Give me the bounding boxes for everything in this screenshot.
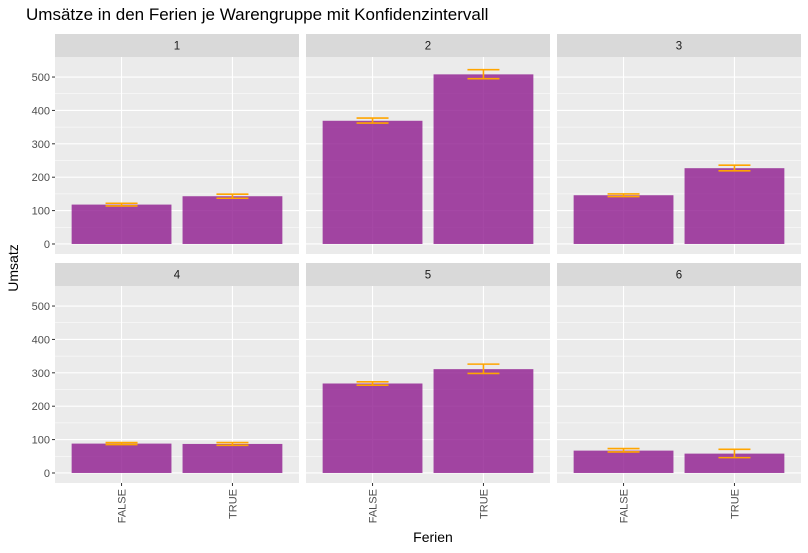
x-tick-label: FALSE xyxy=(368,489,380,523)
facet-strip xyxy=(557,263,801,286)
facet-panel-3: 3 xyxy=(557,34,801,254)
facet-strip xyxy=(55,34,299,57)
errorbar-1-FALSE xyxy=(105,202,138,207)
errorbar-2-TRUE xyxy=(467,68,500,80)
facet-panels: 1 2 3 4 5 6 xyxy=(55,34,801,483)
facet-strip-label: 3 xyxy=(676,41,682,53)
errorbar-3-TRUE xyxy=(718,164,751,172)
facet-panel-4: 4 xyxy=(55,263,299,483)
y-tick-label: 100 xyxy=(32,435,50,447)
bar-5-TRUE xyxy=(433,369,534,473)
y-tick-label: 500 xyxy=(32,301,50,313)
y-tick-label: 300 xyxy=(32,368,50,380)
facet-strip xyxy=(306,34,550,57)
facet-strip xyxy=(557,34,801,57)
bar-6-FALSE xyxy=(573,450,674,473)
facet-strip xyxy=(306,263,550,286)
bar-3-TRUE xyxy=(684,168,785,244)
errorbar-5-FALSE xyxy=(356,381,389,386)
errorbar-1-TRUE xyxy=(216,193,249,200)
facet-strip xyxy=(55,263,299,286)
bar-2-FALSE xyxy=(322,120,423,244)
errorbar-4-FALSE xyxy=(105,441,138,446)
facet-panel-6: 6 xyxy=(557,263,801,483)
bar-1-TRUE xyxy=(182,196,283,244)
errorbar-3-FALSE xyxy=(607,193,640,198)
y-tick-label: 400 xyxy=(32,334,50,346)
y-axes: 0 100 200 300 400 500 0 100 200 300 400 500 xyxy=(32,72,55,480)
facet-strip-label: 6 xyxy=(676,270,682,282)
y-tick-label: 200 xyxy=(32,401,50,413)
bar-1-FALSE xyxy=(71,204,172,244)
y-tick-label: 500 xyxy=(32,72,50,84)
y-tick-label: 200 xyxy=(32,172,50,184)
bar-2-TRUE xyxy=(433,74,534,244)
facet-panel-2: 2 xyxy=(306,34,550,254)
x-tick-label: FALSE xyxy=(619,489,631,523)
facet-strip-label: 5 xyxy=(425,270,431,282)
bar-4-TRUE xyxy=(182,443,283,473)
y-tick-label: 300 xyxy=(32,139,50,151)
errorbar-4-TRUE xyxy=(216,441,249,447)
bar-5-FALSE xyxy=(322,383,423,473)
y-tick-label: 100 xyxy=(32,206,50,218)
panel-background xyxy=(557,286,801,483)
errorbar-6-FALSE xyxy=(607,447,640,453)
errorbar-5-TRUE xyxy=(467,363,500,375)
x-tick-label: FALSE xyxy=(117,489,129,523)
y-axis-title: Umsatz xyxy=(5,244,21,291)
bar-4-FALSE xyxy=(71,443,172,473)
errorbar-6-TRUE xyxy=(718,448,751,459)
facet-strip-label: 2 xyxy=(425,41,431,53)
x-axis-title: Ferien xyxy=(413,529,453,545)
facet-panel-1: 1 xyxy=(55,34,299,254)
y-tick-label: 0 xyxy=(44,239,50,251)
x-axes: FALSE TRUE FALSE TRUE FALSE TRUE xyxy=(117,483,741,523)
x-tick-label: TRUE xyxy=(478,489,490,519)
bar-3-FALSE xyxy=(573,195,674,244)
y-tick-label: 0 xyxy=(44,468,50,480)
facet-strip-label: 4 xyxy=(174,270,181,282)
facet-strip-label: 1 xyxy=(174,41,180,53)
y-tick-label: 400 xyxy=(32,105,50,117)
errorbar-2-FALSE xyxy=(356,117,389,124)
facet-panel-5: 5 xyxy=(306,263,550,483)
bar-6-TRUE xyxy=(684,453,785,473)
x-tick-label: TRUE xyxy=(227,489,239,519)
x-tick-label: TRUE xyxy=(729,489,741,519)
chart-title: Umsätze in den Ferien je Warengruppe mit… xyxy=(26,5,488,24)
